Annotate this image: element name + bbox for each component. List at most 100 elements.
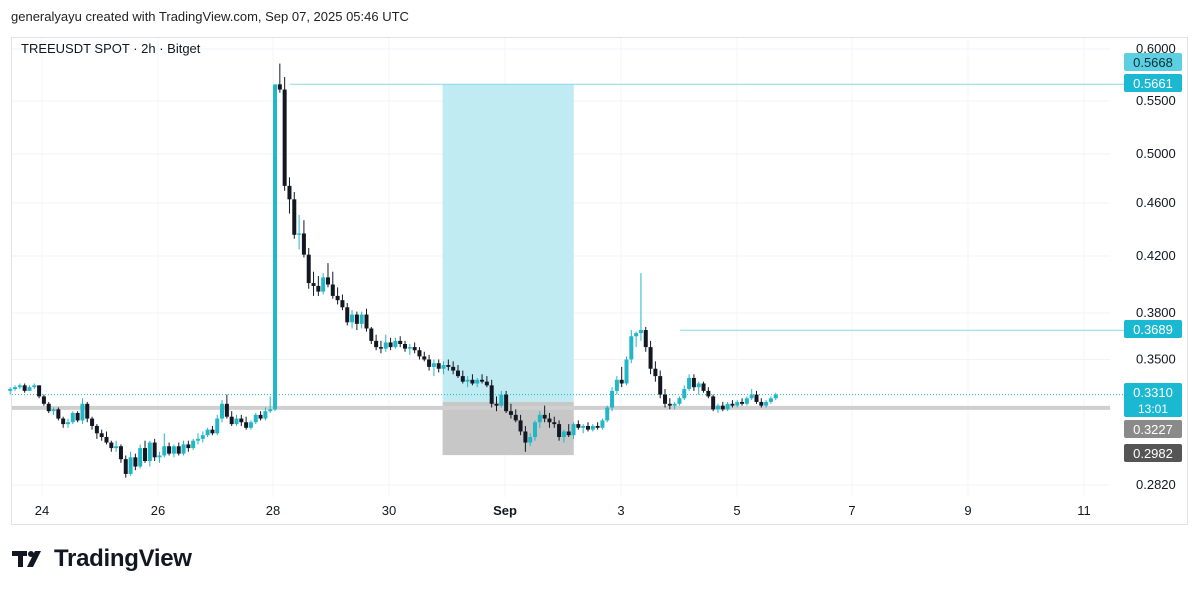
candle	[422, 351, 427, 362]
candle-body	[552, 422, 557, 425]
candle-body	[590, 425, 595, 430]
candle-body	[634, 333, 639, 337]
candle-body	[658, 376, 663, 395]
candle-body	[383, 342, 388, 349]
tradingview-logo-text: TradingView	[54, 545, 192, 572]
y-axis: 0.6000 0.5500 0.5000 0.4600 0.4200 0.3800 0.35…	[1136, 41, 1176, 492]
candle	[157, 451, 162, 463]
candle	[475, 377, 480, 388]
candle	[277, 63, 282, 93]
candle-body	[614, 379, 619, 391]
candle	[340, 294, 345, 311]
candle-body	[773, 394, 778, 399]
tradingview-logo[interactable]: TradingView	[12, 545, 192, 573]
candle	[513, 409, 518, 423]
price-label-box	[1124, 420, 1182, 438]
candle	[316, 275, 321, 296]
candle	[94, 424, 99, 439]
candle	[234, 414, 239, 426]
candle	[528, 433, 533, 447]
candle	[494, 396, 499, 412]
y-tick-label: 0.5500	[1136, 93, 1176, 108]
chart-frame	[11, 37, 1188, 525]
candle-body	[13, 387, 18, 390]
candle	[590, 424, 595, 432]
candle	[773, 392, 778, 401]
x-tick-label: 28	[266, 503, 280, 518]
candle-body	[706, 390, 711, 397]
candle	[123, 455, 128, 478]
candle-body	[648, 347, 653, 369]
price-label: 0.3227	[1124, 420, 1182, 438]
y-tick-label: 0.3500	[1136, 352, 1176, 367]
candle	[80, 398, 85, 425]
candle	[210, 425, 215, 436]
candle-body	[677, 398, 682, 404]
candle	[118, 444, 123, 463]
candle-body	[80, 403, 85, 421]
candle-body	[350, 314, 355, 323]
candle-body	[37, 385, 42, 397]
candle	[643, 326, 648, 352]
candle	[364, 308, 369, 332]
price-label-box	[1124, 444, 1182, 462]
candle	[191, 438, 196, 450]
candle	[181, 440, 186, 456]
candle-body	[576, 424, 581, 428]
candle-body	[359, 314, 364, 324]
candle	[306, 248, 311, 289]
candle	[109, 440, 114, 452]
candle-body	[735, 401, 740, 406]
candle	[398, 336, 403, 348]
candle-body	[51, 409, 56, 412]
candle	[138, 444, 143, 469]
candle	[441, 361, 446, 375]
candle-body	[687, 377, 692, 390]
candle-body	[441, 365, 446, 369]
candle-body	[369, 328, 374, 341]
candle-body	[90, 418, 95, 426]
candle	[412, 342, 417, 354]
candle	[41, 394, 46, 406]
candle-body	[27, 387, 32, 391]
candle	[104, 431, 109, 445]
candle-body	[114, 446, 119, 449]
candle-body	[720, 405, 725, 410]
candle	[65, 418, 70, 428]
candle	[552, 416, 557, 428]
candle	[176, 442, 181, 456]
candle-body	[215, 418, 220, 434]
price-label-text: 0.3310	[1133, 385, 1173, 400]
price-label-box	[1124, 320, 1182, 338]
candle-body	[480, 379, 485, 382]
candle	[393, 337, 398, 349]
candle-body	[523, 431, 528, 443]
candles	[8, 63, 778, 478]
candle	[85, 401, 90, 423]
candle-body	[547, 418, 552, 423]
candle	[143, 440, 148, 463]
candle	[215, 414, 220, 436]
candle-body	[162, 446, 167, 456]
candle-body	[585, 425, 590, 430]
candle-body	[65, 422, 70, 425]
price-label-text: 0.2982	[1133, 446, 1173, 461]
candle	[735, 400, 740, 408]
candle	[263, 407, 268, 421]
candle-body	[542, 414, 547, 419]
candle-body	[744, 398, 749, 404]
candle-body	[263, 411, 268, 419]
x-tick-label: 9	[964, 503, 971, 518]
candle	[687, 374, 692, 391]
candle	[167, 442, 172, 456]
candle-body	[403, 344, 408, 349]
candle	[585, 422, 590, 432]
candle-body	[696, 383, 701, 388]
candle	[499, 390, 504, 408]
candle	[311, 271, 316, 296]
candle	[764, 400, 769, 408]
candle	[287, 177, 292, 214]
y-tick-label: 0.4200	[1136, 248, 1176, 263]
price-label: 0.3310 13:01	[1124, 383, 1182, 417]
